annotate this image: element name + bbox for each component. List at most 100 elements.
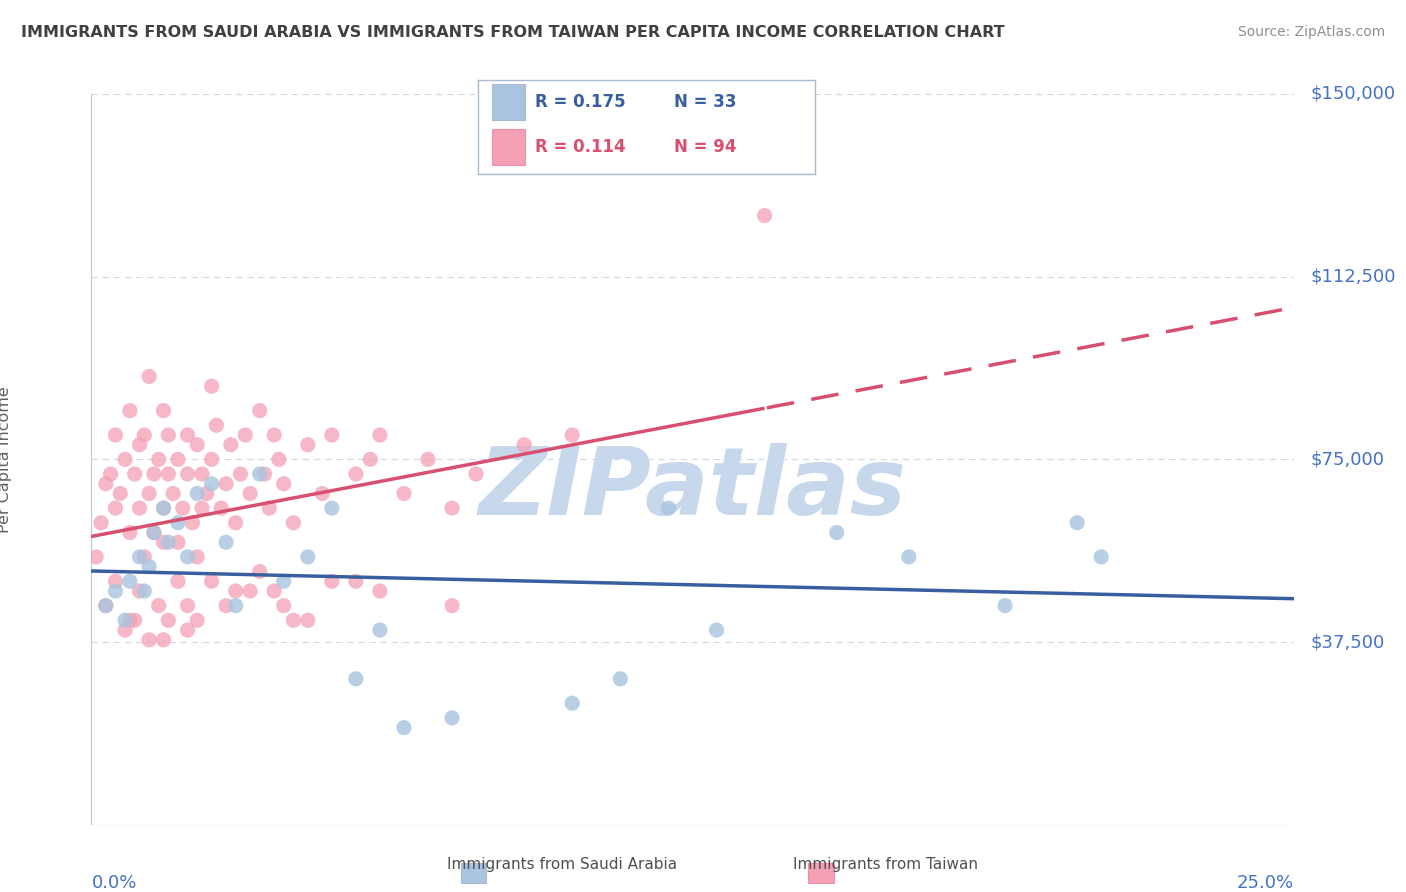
Point <box>152 501 174 516</box>
Text: 25.0%: 25.0% <box>1236 874 1294 892</box>
Point <box>152 535 174 549</box>
Point <box>176 549 198 564</box>
Point <box>706 623 728 637</box>
Point <box>186 549 208 564</box>
Point <box>754 209 776 223</box>
Point <box>110 486 132 500</box>
Point <box>118 525 141 540</box>
Point <box>225 516 247 530</box>
Point <box>148 452 170 467</box>
Text: R = 0.114: R = 0.114 <box>536 137 626 156</box>
Point <box>897 549 920 564</box>
Point <box>118 574 141 589</box>
Point <box>181 516 204 530</box>
Point <box>90 516 112 530</box>
Text: Source: ZipAtlas.com: Source: ZipAtlas.com <box>1237 25 1385 39</box>
Text: 0.0%: 0.0% <box>91 874 136 892</box>
Point <box>200 379 222 393</box>
Point <box>994 599 1017 613</box>
Point <box>267 452 290 467</box>
Point <box>124 467 146 481</box>
Point <box>167 574 190 589</box>
Point <box>114 623 136 637</box>
Point <box>138 559 160 574</box>
Point <box>219 438 242 452</box>
Point <box>368 584 391 599</box>
Point <box>1090 549 1112 564</box>
Point <box>297 438 319 452</box>
Point <box>157 535 180 549</box>
Point <box>114 613 136 627</box>
Point <box>134 428 156 442</box>
Point <box>94 599 117 613</box>
Point <box>259 501 281 516</box>
Point <box>118 613 141 627</box>
Point <box>200 452 222 467</box>
Point <box>138 486 160 500</box>
Point <box>368 428 391 442</box>
Point <box>392 721 415 735</box>
Point <box>148 599 170 613</box>
Point <box>440 711 463 725</box>
Point <box>273 476 295 491</box>
Bar <box>492 84 526 120</box>
Point <box>249 467 271 481</box>
Point <box>157 428 180 442</box>
Point <box>152 632 174 647</box>
Point <box>392 486 415 500</box>
Point <box>440 599 463 613</box>
Point <box>249 565 271 579</box>
Point <box>283 516 305 530</box>
Point <box>215 535 238 549</box>
Point <box>609 672 631 686</box>
Point <box>205 418 228 433</box>
Point <box>359 452 381 467</box>
Point <box>215 599 238 613</box>
Point <box>167 452 190 467</box>
Text: R = 0.175: R = 0.175 <box>536 93 626 111</box>
Point <box>321 428 343 442</box>
Point <box>225 584 247 599</box>
Bar <box>492 129 526 164</box>
Point <box>1066 516 1088 530</box>
Point <box>440 501 463 516</box>
Text: $112,500: $112,500 <box>1310 268 1396 285</box>
Point <box>186 438 208 452</box>
Point <box>195 486 218 500</box>
Point <box>104 428 127 442</box>
Point <box>297 613 319 627</box>
Point <box>176 623 198 637</box>
Point <box>561 428 583 442</box>
Point <box>152 501 174 516</box>
Point <box>344 672 367 686</box>
Point <box>162 486 184 500</box>
Point <box>229 467 252 481</box>
Text: IMMIGRANTS FROM SAUDI ARABIA VS IMMIGRANTS FROM TAIWAN PER CAPITA INCOME CORRELA: IMMIGRANTS FROM SAUDI ARABIA VS IMMIGRAN… <box>21 25 1005 40</box>
Point <box>283 613 305 627</box>
Point <box>186 486 208 500</box>
Point <box>311 486 333 500</box>
Point <box>321 501 343 516</box>
Point <box>233 428 256 442</box>
Text: Immigrants from Taiwan: Immigrants from Taiwan <box>793 857 979 872</box>
Point <box>138 369 160 384</box>
Point <box>239 584 262 599</box>
Point <box>172 501 194 516</box>
Point <box>513 438 536 452</box>
Point <box>186 613 208 627</box>
Point <box>128 584 150 599</box>
Point <box>167 535 190 549</box>
Text: Per Capita Income: Per Capita Income <box>0 386 13 533</box>
Point <box>263 428 285 442</box>
Point <box>176 467 198 481</box>
Point <box>465 467 488 481</box>
Text: ZIPatlas: ZIPatlas <box>478 442 907 534</box>
Point <box>138 632 160 647</box>
Point <box>215 476 238 491</box>
Point <box>134 549 156 564</box>
Text: Immigrants from Saudi Arabia: Immigrants from Saudi Arabia <box>447 857 678 872</box>
Point <box>344 574 367 589</box>
Text: $75,000: $75,000 <box>1310 450 1385 468</box>
Point <box>200 574 222 589</box>
Point <box>104 584 127 599</box>
